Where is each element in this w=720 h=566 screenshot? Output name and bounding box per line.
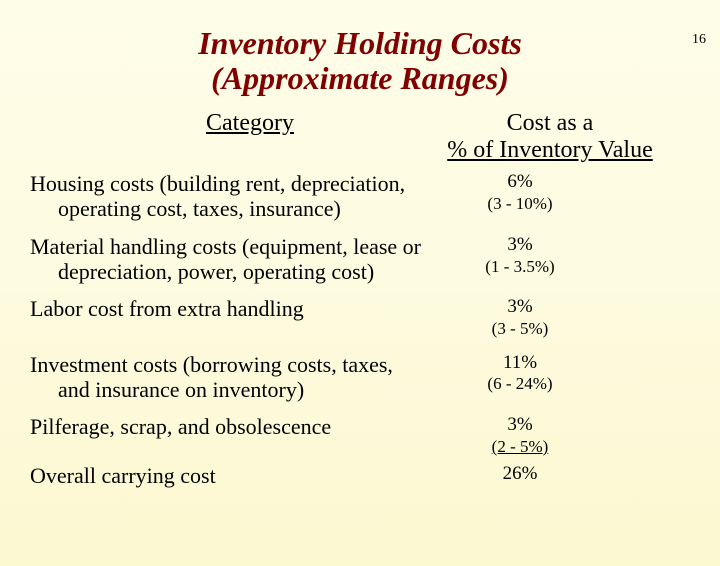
header-category: Category	[30, 110, 410, 163]
table-body: Housing costs (building rent, depreciati…	[0, 163, 720, 488]
label-line2: and insurance on inventory)	[30, 377, 450, 402]
table-row: Material handling costs (equipment, leas…	[30, 234, 690, 285]
header-cost: Cost as a % of Inventory Value	[410, 110, 690, 163]
title-line1: Inventory Holding Costs	[198, 25, 522, 61]
table-row: Housing costs (building rent, depreciati…	[30, 171, 690, 222]
label-line2: depreciation, power, operating cost)	[30, 259, 450, 284]
value-pct: 6%	[450, 171, 590, 194]
row-value: 3% (3 - 5%)	[450, 296, 590, 339]
table-row: Pilferage, scrap, and obsolescence 3% (2…	[30, 414, 690, 457]
header-cost-line1: Cost as a	[507, 110, 594, 136]
table-row: Labor cost from extra handling 3% (3 - 5…	[30, 296, 690, 339]
row-value: 6% (3 - 10%)	[450, 171, 590, 214]
value-pct: 11%	[450, 352, 590, 375]
row-label: Labor cost from extra handling	[30, 296, 450, 321]
label-line1: Housing costs (building rent, depreciati…	[30, 171, 405, 196]
value-range: (1 - 3.5%)	[450, 257, 590, 277]
value-pct: 3%	[450, 296, 590, 319]
row-label: Material handling costs (equipment, leas…	[30, 234, 450, 285]
table-headers: Category Cost as a % of Inventory Value	[0, 110, 720, 163]
title-line2: (Approximate Ranges)	[211, 60, 509, 96]
row-value: 11% (6 - 24%)	[450, 352, 590, 395]
value-range: (3 - 10%)	[450, 194, 590, 214]
row-value: 26%	[450, 463, 590, 486]
row-value: 3% (2 - 5%)	[450, 414, 590, 457]
overall-pct-text: 26%	[503, 463, 538, 484]
row-label: Pilferage, scrap, and obsolescence	[30, 414, 450, 439]
label-line1: Investment costs (borrowing costs, taxes…	[30, 352, 393, 377]
overall-pct: 26%	[450, 463, 590, 486]
label-line1: Labor cost from extra handling	[30, 296, 304, 321]
label-line1: Material handling costs (equipment, leas…	[30, 234, 421, 259]
row-label: Investment costs (borrowing costs, taxes…	[30, 352, 450, 403]
value-range: (3 - 5%)	[450, 319, 590, 339]
header-cost-line2: % of Inventory Value	[447, 137, 653, 163]
row-label: Housing costs (building rent, depreciati…	[30, 171, 450, 222]
row-label: Overall carrying cost	[30, 463, 450, 488]
table-row: Investment costs (borrowing costs, taxes…	[30, 352, 690, 403]
slide-title: Inventory Holding Costs (Approximate Ran…	[0, 26, 720, 96]
label-line1: Pilferage, scrap, and obsolescence	[30, 414, 331, 439]
page-number: 16	[692, 32, 706, 48]
value-range: (2 - 5%)	[450, 437, 590, 457]
value-pct: 3%	[450, 414, 590, 437]
table-row-overall: Overall carrying cost 26%	[30, 463, 690, 488]
value-range: (6 - 24%)	[450, 374, 590, 394]
row-value: 3% (1 - 3.5%)	[450, 234, 590, 277]
value-pct: 3%	[450, 234, 590, 257]
label-line2: operating cost, taxes, insurance)	[30, 196, 450, 221]
overall-label: Overall carrying cost	[30, 463, 216, 488]
